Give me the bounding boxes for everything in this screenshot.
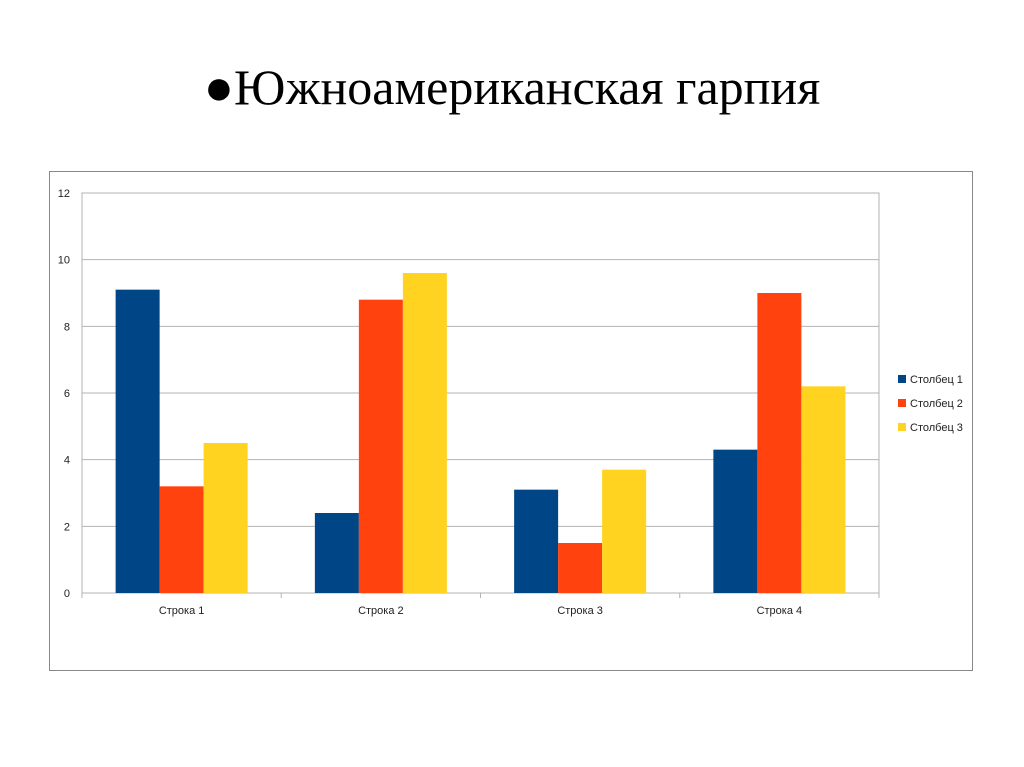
bar-1-1 xyxy=(115,289,160,593)
axes: 0 2 4 6 8 10 12 Строка 1 Строка 2 Строка 3 Строка … xyxy=(58,188,880,617)
bar-3-2 xyxy=(558,543,603,593)
y-tick-label: 12 xyxy=(58,188,70,200)
legend-swatch xyxy=(898,399,906,407)
title-text: Южноамериканская гарпия xyxy=(233,59,821,115)
bar-2-2 xyxy=(358,299,403,593)
x-tick-label: Строка 2 xyxy=(358,605,404,617)
y-tick-label: 6 xyxy=(64,388,70,400)
x-tick-label: Строка 4 xyxy=(757,605,803,617)
bar-1-3 xyxy=(203,443,248,593)
y-tick-label: 2 xyxy=(64,521,70,533)
legend-label: Столбец 2 xyxy=(910,398,963,410)
y-tick-label: 4 xyxy=(64,455,70,467)
title-bullet: ● xyxy=(203,59,234,115)
bars xyxy=(115,273,846,593)
x-tick-label: Строка 3 xyxy=(557,605,603,617)
y-tick-label: 10 xyxy=(58,255,70,267)
bar-2-3 xyxy=(402,273,447,593)
chart-frame: 0 2 4 6 8 10 12 Строка 1 Строка 2 Строка 3 Строка … xyxy=(49,171,973,671)
bar-1-2 xyxy=(159,486,204,593)
bar-3-1 xyxy=(514,489,559,593)
legend-swatch xyxy=(898,375,906,383)
bar-chart: 0 2 4 6 8 10 12 Строка 1 Строка 2 Строка 3 Строка … xyxy=(58,188,963,617)
legend: Столбец 1 Столбец 2 Столбец 3 xyxy=(898,374,963,434)
slide-title: ●Южноамериканская гарпия xyxy=(0,62,1024,112)
legend-label: Столбец 3 xyxy=(910,422,963,434)
bar-4-1 xyxy=(713,449,758,593)
bar-2-1 xyxy=(314,513,359,593)
legend-swatch xyxy=(898,423,906,431)
bar-4-3 xyxy=(801,386,846,593)
legend-label: Столбец 1 xyxy=(910,374,963,386)
y-tick-label: 8 xyxy=(64,321,70,333)
bar-4-2 xyxy=(757,293,802,593)
x-tick-label: Строка 1 xyxy=(159,605,205,617)
y-tick-label: 0 xyxy=(64,588,70,600)
bar-3-3 xyxy=(602,469,647,593)
